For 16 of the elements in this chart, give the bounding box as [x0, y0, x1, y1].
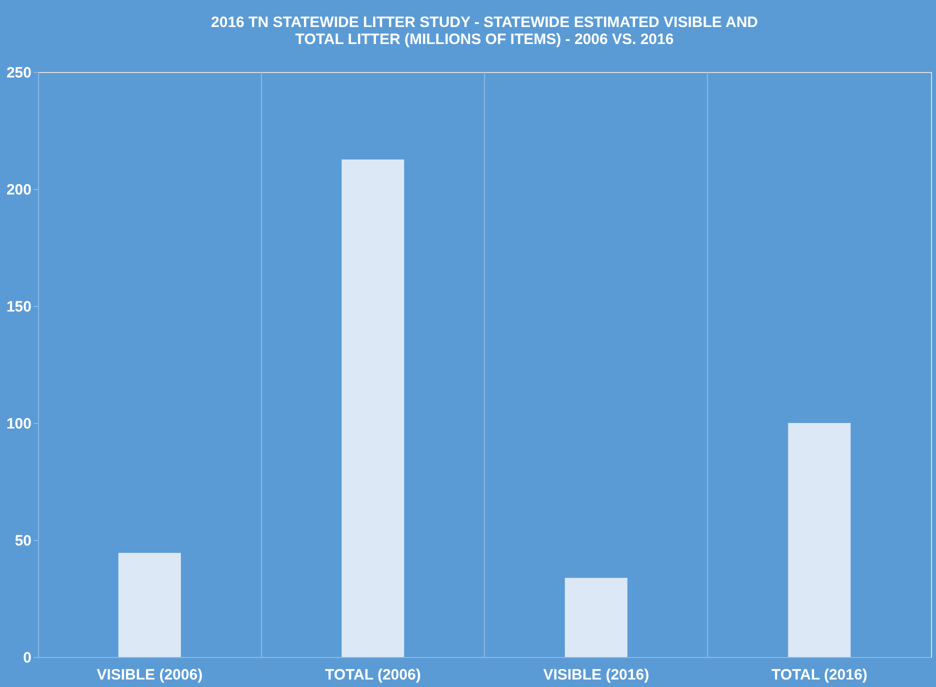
- y-tick-label: 250: [6, 64, 32, 82]
- y-tick-label: 150: [6, 298, 32, 316]
- bar: [118, 552, 181, 657]
- bar: [342, 160, 404, 657]
- y-tick-label: 0: [23, 650, 32, 666]
- x-tick-label: TOTAL (2016): [771, 666, 868, 684]
- x-tick-label: TOTAL (2006): [324, 666, 421, 684]
- bar: [564, 578, 628, 657]
- x-tick-label: VISIBLE (2016): [543, 666, 650, 684]
- y-tick-label: 50: [14, 532, 32, 550]
- text: TOTAL LITTER (MILLIONS OF ITEMS) - 2006 VS. 2016: [295, 31, 674, 48]
- x-tick-label: VISIBLE (2006): [96, 666, 203, 684]
- bar: [788, 423, 851, 657]
- text: 2016 TN STATEWIDE LITTER STUDY - STATEWIDE ESTIMATED VISIBLE AND: [211, 14, 758, 31]
- y-tick-label: 200: [6, 182, 32, 198]
- y-tick-label: 100: [6, 416, 32, 432]
